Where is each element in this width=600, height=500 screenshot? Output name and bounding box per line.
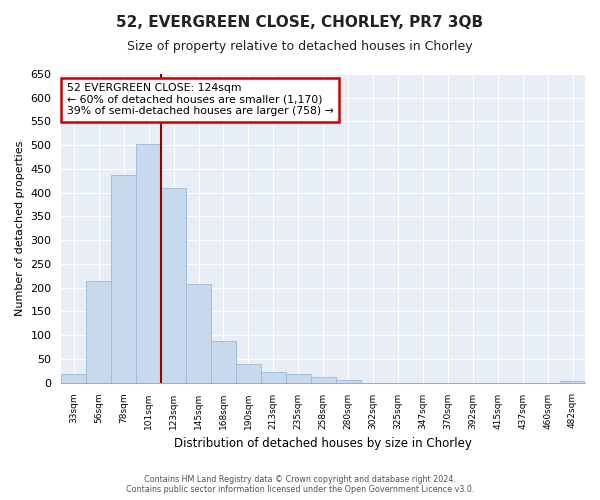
X-axis label: Distribution of detached houses by size in Chorley: Distribution of detached houses by size … — [174, 437, 472, 450]
Bar — [261, 372, 286, 382]
Bar — [311, 377, 335, 382]
Bar — [61, 374, 86, 382]
Text: 52 EVERGREEN CLOSE: 124sqm
← 60% of detached houses are smaller (1,170)
39% of s: 52 EVERGREEN CLOSE: 124sqm ← 60% of deta… — [67, 84, 334, 116]
Bar — [86, 282, 111, 382]
Bar — [111, 174, 136, 382]
Text: Contains HM Land Registry data © Crown copyright and database right 2024.
Contai: Contains HM Land Registry data © Crown c… — [126, 474, 474, 494]
Bar — [211, 341, 236, 382]
Bar — [286, 374, 311, 382]
Bar — [136, 144, 161, 382]
Bar — [335, 380, 361, 382]
Bar — [236, 364, 261, 382]
Text: Size of property relative to detached houses in Chorley: Size of property relative to detached ho… — [127, 40, 473, 53]
Text: 52, EVERGREEN CLOSE, CHORLEY, PR7 3QB: 52, EVERGREEN CLOSE, CHORLEY, PR7 3QB — [116, 15, 484, 30]
Bar — [161, 188, 186, 382]
Y-axis label: Number of detached properties: Number of detached properties — [15, 140, 25, 316]
Bar — [560, 381, 585, 382]
Bar — [186, 284, 211, 382]
